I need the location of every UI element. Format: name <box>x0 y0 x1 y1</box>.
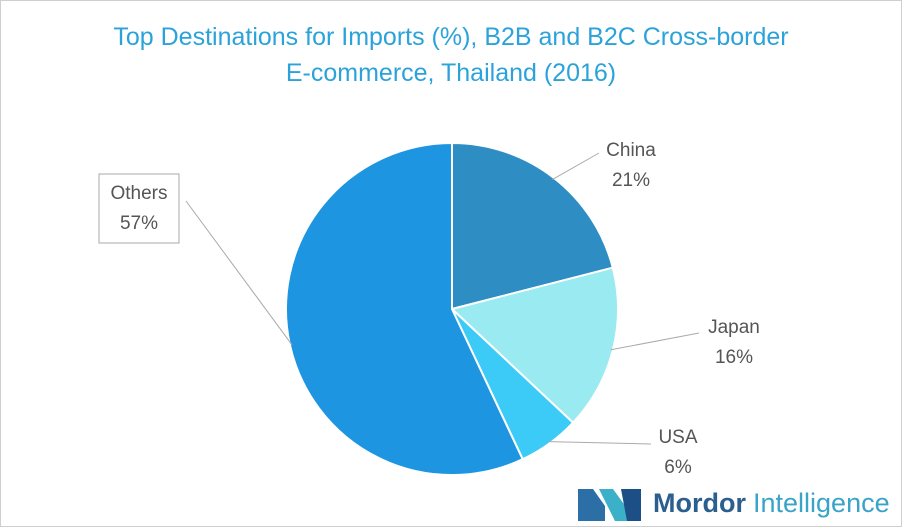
slice-value-label: 6% <box>664 457 692 478</box>
logo-icon <box>578 489 641 521</box>
leader-line <box>185 200 293 346</box>
pie-slice <box>285 141 525 476</box>
logo-brand: Mordor <box>653 488 746 518</box>
slice-value-label: 57% <box>120 213 158 234</box>
slice-label: Others <box>110 183 167 204</box>
leader-line <box>552 152 600 180</box>
leader-line <box>610 332 700 351</box>
pie-slice <box>451 141 615 311</box>
pie-slice <box>449 266 619 425</box>
slice-value-label: 16% <box>715 347 753 368</box>
slice-label: USA <box>658 427 697 448</box>
slice-label: Japan <box>708 317 760 338</box>
chart-title: Top Destinations for Imports (%), B2B an… <box>113 23 789 87</box>
leader-line <box>548 441 652 445</box>
slice-value-label: 21% <box>612 170 650 191</box>
logo-suffix: Intelligence <box>753 488 890 518</box>
slice-label: China <box>606 140 656 161</box>
label-box <box>98 173 180 244</box>
